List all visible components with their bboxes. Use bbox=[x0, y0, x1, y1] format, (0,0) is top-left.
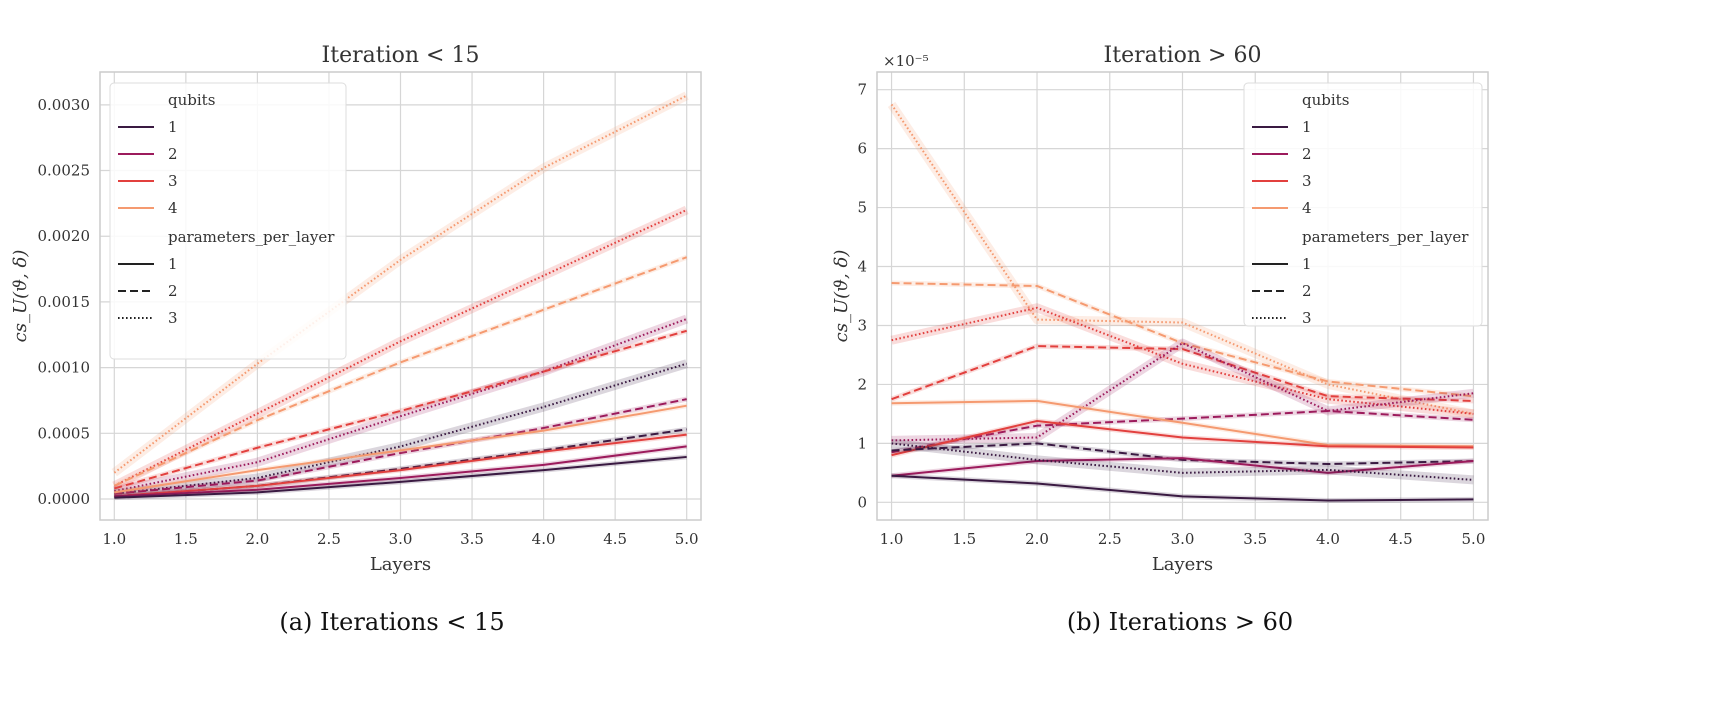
legend-title-qubits: qubits bbox=[168, 91, 215, 109]
x-tick-label: 1.5 bbox=[952, 530, 976, 548]
legend-title-parameters: parameters_per_layer bbox=[1302, 228, 1469, 246]
x-axis-label: Layers bbox=[1152, 554, 1213, 575]
series-line-q3-p2 bbox=[114, 329, 687, 490]
legend-label: 1 bbox=[1302, 255, 1312, 273]
x-tick-label: 1.5 bbox=[174, 530, 198, 548]
y-tick-label: 2 bbox=[857, 375, 867, 393]
series-line-q2-p2 bbox=[891, 409, 1474, 454]
x-tick-label: 3.0 bbox=[389, 530, 413, 548]
plot-frame bbox=[876, 71, 1489, 521]
y-tick-label: 1 bbox=[857, 434, 867, 452]
x-tick-label: 2.0 bbox=[245, 530, 269, 548]
chart-title: Iteration > 60 bbox=[1104, 43, 1262, 68]
legend-label: 2 bbox=[168, 145, 178, 163]
y-tick-label: 0.0025 bbox=[38, 162, 91, 180]
series-line-q2-p3 bbox=[891, 342, 1474, 442]
chart-b: 1.0 1.5 2.0 2.5 3.0 3.5 4.0 4.5 5.0 0 1 2 3 4 5 6 7 Itera… bbox=[831, 43, 1489, 636]
series-line-q4-p1 bbox=[114, 404, 687, 494]
x-tick-label: 1.0 bbox=[102, 530, 126, 548]
legend-label: 1 bbox=[168, 255, 178, 273]
x-tick-label: 2.5 bbox=[317, 530, 341, 548]
series-line-q3-p1 bbox=[114, 433, 687, 498]
x-tick-label: 4.5 bbox=[603, 530, 627, 548]
series-line-q1-p2 bbox=[891, 442, 1474, 465]
chart-a: 1.0 1.5 2.0 2.5 3.0 3.5 4.0 4.5 5.0 0.0000 0.0005 0… bbox=[10, 43, 702, 636]
legend-label: 2 bbox=[168, 282, 178, 300]
legend-label: 2 bbox=[1302, 282, 1312, 300]
legend-label: 2 bbox=[1302, 145, 1312, 163]
y-tick-label: 0.0010 bbox=[38, 359, 91, 377]
series-line-q2-p1 bbox=[114, 445, 687, 498]
x-tick-label: 1.0 bbox=[880, 530, 904, 548]
legend-label: 4 bbox=[1302, 199, 1312, 217]
x-tick-label: 4.0 bbox=[532, 530, 556, 548]
x-tick-label: 3.5 bbox=[460, 530, 484, 548]
y-tick-label: 0 bbox=[857, 493, 867, 511]
legend-label: 1 bbox=[1302, 118, 1312, 136]
x-tick-label: 2.5 bbox=[1098, 530, 1122, 548]
legend: qubits 1 2 3 4 parameters_per_layer 1 2 3 bbox=[109, 82, 347, 360]
y-tick-label: 3 bbox=[857, 316, 867, 334]
legend-box bbox=[1243, 82, 1483, 327]
series-line-q4-p3 bbox=[113, 94, 688, 474]
y-tick-label: 0.0005 bbox=[38, 424, 91, 442]
x-tick-label: 4.5 bbox=[1389, 530, 1413, 548]
series-line-q4-p3 bbox=[890, 103, 1474, 415]
series-line-q4-p1 bbox=[891, 399, 1474, 448]
y-multiplier-label: ×10⁻⁵ bbox=[883, 52, 929, 70]
y-tick-label: 0.0015 bbox=[38, 293, 91, 311]
y-axis-label: cs_U(ϑ, δ) bbox=[831, 250, 852, 343]
figure-caption: (b) Iterations > 60 bbox=[1067, 608, 1293, 636]
y-axis-label: cs_U(ϑ, δ) bbox=[10, 250, 31, 343]
x-axis-label: Layers bbox=[370, 554, 431, 575]
legend-label: 4 bbox=[168, 199, 178, 217]
figure-caption: (a) Iterations < 15 bbox=[279, 608, 504, 636]
legend-title-qubits: qubits bbox=[1302, 91, 1349, 109]
legend-label: 1 bbox=[168, 118, 178, 136]
legend-label: 3 bbox=[168, 172, 178, 190]
legend-title-parameters: parameters_per_layer bbox=[168, 228, 335, 246]
series-line-q2-p3 bbox=[114, 318, 688, 493]
x-tick-label: 2.0 bbox=[1025, 530, 1049, 548]
x-tick-label: 4.0 bbox=[1316, 530, 1340, 548]
x-tick-label: 5.0 bbox=[675, 530, 699, 548]
plot-frame bbox=[99, 71, 702, 521]
series-line-q3-p2 bbox=[891, 345, 1474, 402]
series-line-q3-p3 bbox=[113, 209, 688, 487]
chart-title: Iteration < 15 bbox=[322, 43, 480, 68]
x-tick-label: 3.5 bbox=[1243, 530, 1267, 548]
legend-label: 3 bbox=[1302, 309, 1312, 327]
series-line-q2-p2 bbox=[114, 398, 687, 495]
legend-box bbox=[109, 82, 347, 360]
series-line-q3-p1 bbox=[891, 419, 1474, 457]
series-line-q1-p3 bbox=[891, 442, 1474, 481]
y-tick-label: 7 bbox=[857, 81, 867, 99]
series-line-q1-p1 bbox=[891, 474, 1474, 502]
x-tick-label: 3.0 bbox=[1171, 530, 1195, 548]
legend-label: 3 bbox=[1302, 172, 1312, 190]
y-tick-label: 0.0020 bbox=[38, 227, 91, 245]
legend-label: 3 bbox=[168, 309, 178, 327]
y-tick-label: 5 bbox=[857, 199, 867, 217]
legend: qubits 1 2 3 4 parameters_per_layer 1 2 3 bbox=[1243, 82, 1483, 327]
y-tick-label: 6 bbox=[857, 140, 867, 158]
x-tick-label: 5.0 bbox=[1462, 530, 1486, 548]
series-line-q2-p1 bbox=[891, 457, 1474, 477]
confidence-band bbox=[113, 254, 688, 489]
y-tick-label: 0.0000 bbox=[38, 490, 91, 508]
series-line-q1-p3 bbox=[114, 362, 687, 495]
series-line-q3-p3 bbox=[891, 306, 1474, 415]
y-tick-label: 4 bbox=[857, 258, 867, 276]
y-tick-label: 0.0030 bbox=[38, 96, 91, 114]
series-line-q1-p2 bbox=[114, 428, 687, 498]
series-line-q1-p1 bbox=[114, 455, 687, 499]
series-line-q4-p2 bbox=[891, 282, 1474, 398]
